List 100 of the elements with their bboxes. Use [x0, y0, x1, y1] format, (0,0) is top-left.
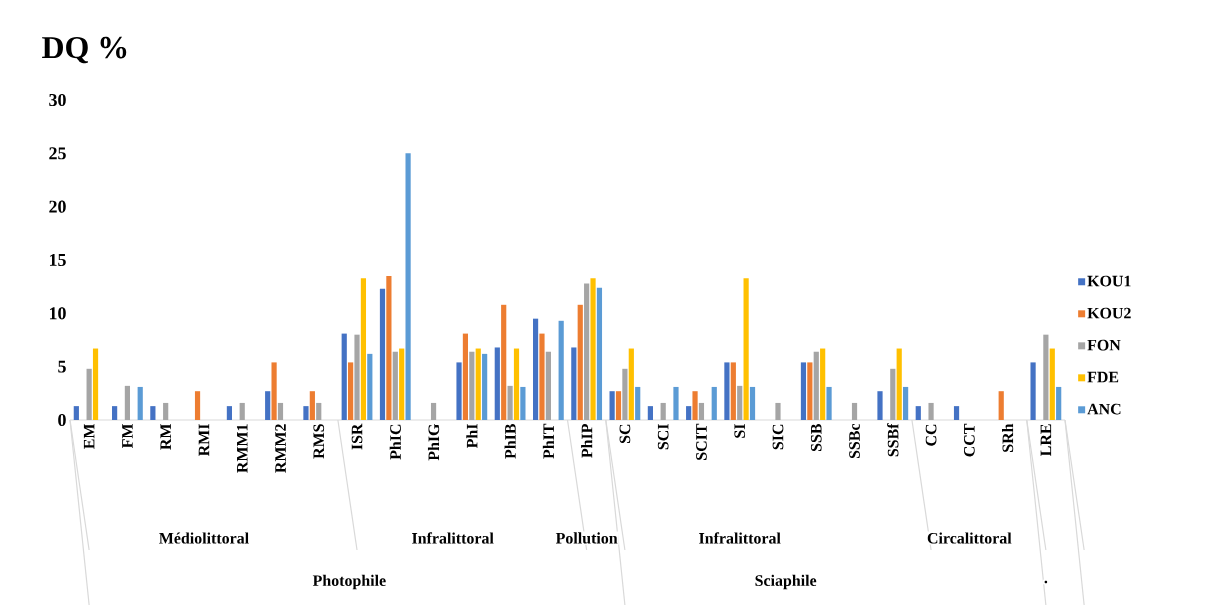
- bar: [462, 333, 469, 420]
- x-tick-label: EM: [83, 423, 95, 449]
- bar: [915, 406, 921, 420]
- bar: [1030, 362, 1036, 420]
- bar: [724, 362, 730, 420]
- x-tick-label: ISR: [351, 423, 363, 450]
- bar: [730, 362, 736, 420]
- x-tick-label: SI: [734, 424, 746, 438]
- bar: [800, 362, 807, 420]
- bar: [354, 334, 360, 420]
- bar: [367, 353, 373, 420]
- y-tick-label: 0: [58, 413, 66, 427]
- legend-label: FDE: [1087, 371, 1119, 383]
- bar: [698, 402, 705, 420]
- bar: [379, 288, 386, 420]
- bar: [953, 406, 960, 420]
- x-tick-label: PhIT: [542, 423, 554, 459]
- bar: [482, 353, 488, 420]
- bar: [673, 386, 679, 420]
- bar: [265, 391, 271, 420]
- x-tick-label: FM: [122, 423, 133, 449]
- bar: [711, 386, 717, 420]
- bar: [392, 351, 398, 420]
- legend-label: KOU2: [1087, 307, 1131, 319]
- bar: [520, 386, 526, 420]
- bar: [405, 153, 411, 420]
- bar: [1056, 386, 1062, 420]
- text: Médiolittoral: [159, 532, 249, 544]
- bar: [112, 406, 118, 420]
- bar: [743, 278, 749, 420]
- y-tick-label: 25: [49, 147, 66, 160]
- bar: [890, 368, 896, 420]
- bar: [360, 278, 367, 420]
- text: Circalittoral: [927, 532, 1012, 544]
- bar: [545, 351, 551, 420]
- legend-label: ANC: [1087, 403, 1121, 415]
- bar: [348, 362, 354, 420]
- x-tick-label: LRE: [1040, 424, 1052, 457]
- bar: [226, 406, 233, 420]
- x-tick-label: SCIT: [696, 423, 707, 460]
- bar: [590, 278, 596, 420]
- x-tick-label: PhI: [466, 424, 478, 449]
- bar: [749, 386, 756, 420]
- bar: [475, 348, 481, 420]
- bar: [539, 333, 545, 420]
- bar: [303, 406, 309, 420]
- x-tick-label: PhIC: [389, 424, 401, 460]
- bar: [558, 320, 564, 420]
- bar: [430, 402, 437, 420]
- bar: [609, 391, 615, 420]
- bar: [692, 391, 698, 420]
- x-tick-label: CCT: [963, 423, 975, 457]
- bar: [1049, 348, 1055, 420]
- x-tick-label: RMM2: [275, 424, 286, 473]
- bar: [596, 287, 603, 420]
- text: Photophile: [312, 574, 386, 590]
- x-tick-label: RMI: [198, 424, 210, 457]
- bar: [501, 304, 507, 420]
- bar: [686, 406, 692, 420]
- bar: [163, 402, 169, 420]
- legend-label: FON: [1087, 339, 1121, 351]
- bar: [532, 318, 539, 420]
- bar: [826, 386, 832, 420]
- text: .: [1044, 580, 1048, 584]
- bar: [660, 402, 666, 420]
- legend-label: KOU1: [1087, 275, 1131, 287]
- x-tick-label: SSBf: [887, 423, 899, 457]
- x-tick-label: SC: [619, 424, 631, 444]
- bar: [628, 348, 634, 420]
- bar: [928, 402, 934, 420]
- bar: [316, 402, 322, 420]
- text: Sciaphile: [755, 574, 817, 590]
- x-tick-label: RMS: [313, 424, 325, 459]
- bar: [998, 391, 1004, 420]
- bar: [584, 283, 590, 420]
- x-tick-label: SIC: [772, 424, 784, 450]
- bar: [622, 368, 628, 420]
- y-tick-label: 5: [58, 360, 66, 373]
- bar: [647, 406, 653, 420]
- bar: [737, 385, 743, 420]
- bar: [507, 385, 513, 420]
- bar: [137, 386, 143, 420]
- bar: [469, 351, 475, 420]
- y-tick-label: 15: [49, 253, 66, 266]
- bar: [813, 351, 819, 420]
- x-tick-label: CC: [925, 424, 937, 446]
- bar: [150, 406, 156, 420]
- bar: [615, 391, 622, 420]
- text: Pollution: [555, 532, 618, 544]
- text: Infralittoral: [699, 532, 781, 544]
- x-tick-label: PhIB: [504, 423, 516, 459]
- y-tick-label: 10: [49, 307, 66, 320]
- bar: [775, 402, 781, 420]
- bar: [851, 402, 858, 420]
- x-tick-label: RM: [160, 423, 171, 450]
- y-tick-label: 20: [49, 200, 66, 213]
- bar: [494, 347, 500, 420]
- x-tick-label: PhIG: [427, 423, 440, 461]
- bar: [86, 368, 92, 420]
- x-tick-label: SSB: [810, 423, 822, 452]
